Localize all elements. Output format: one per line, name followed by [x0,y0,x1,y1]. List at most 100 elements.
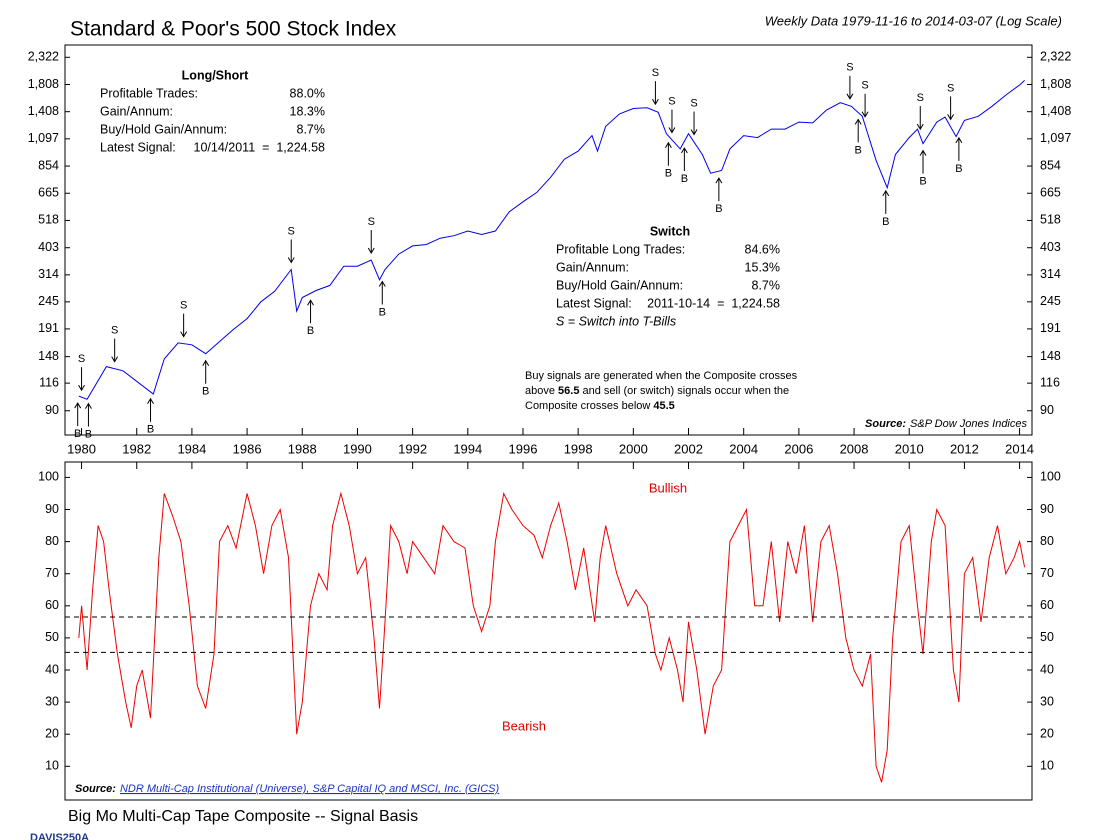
stats-label: Profitable Long Trades: [556,242,685,256]
note: Composite crosses below 45.5 [525,400,675,412]
y-tick-label: 60 [1040,598,1054,612]
y-tick-label: 403 [38,240,59,254]
signal-arrowhead [287,257,295,264]
x-tick-label: 1986 [233,441,262,456]
y-tick-label: 854 [38,158,59,172]
y-tick-label: 191 [38,321,59,335]
signal-label: B [882,216,889,228]
stats-label: Gain/Annum: [556,260,629,274]
y-tick-label: 70 [45,566,59,580]
signal-label: S [652,67,659,79]
stats-label: Buy/Hold Gain/Annum: [556,278,683,292]
stats-value: 10/14/2011 = 1,224.58 [194,140,326,154]
signal-label: S [111,325,118,337]
signal-arrowhead [307,299,314,306]
signal-label: S [861,80,868,92]
signal-arrowhead [180,331,188,338]
signal-arrowhead [916,123,924,131]
signal-arrowhead [846,93,854,100]
signal-arrowhead [651,98,659,106]
stats-value: 18.3% [290,104,325,118]
signal-arrowhead [919,149,927,156]
y-tick-label: 1,408 [28,104,59,118]
signal-label: B [202,386,209,398]
x-tick-label: 2006 [784,441,813,456]
signal-arrowhead [78,384,85,392]
source-label: Source: [865,418,906,430]
stats-note: S = Switch into T-Bills [556,314,676,328]
y-tick-label: 30 [45,694,59,708]
y-tick-label: 60 [45,598,59,612]
x-tick-label: 2002 [674,441,703,456]
y-tick-label: 80 [1040,534,1054,548]
source: Source: S&P Dow Jones Indices [865,418,1027,430]
y-tick-label: 1,097 [28,131,59,145]
data-line [78,80,1025,400]
stats-value: 8.7% [297,122,326,136]
y-tick-label: 116 [39,375,59,389]
y-tick-label: 30 [1040,694,1054,708]
y-tick-label: 80 [45,534,59,548]
y-tick-label: 70 [1040,566,1054,580]
note-text: above [525,385,558,397]
y-tick-label: 20 [45,726,59,740]
note-text: and sell (or switch) signals occur when … [579,385,789,397]
y-tick-label: 245 [38,294,59,308]
y-tick-label: 1,808 [1040,77,1071,91]
y-tick-label: 148 [38,349,59,363]
signal-arrowhead [690,129,698,136]
x-tick-label: 1990 [343,441,372,456]
signal-label: B [147,424,154,436]
y-tick-label: 314 [38,267,59,281]
note-threshold: 45.5 [653,400,674,412]
stats-label: Gain/Annum: [100,104,173,118]
y-tick-label: 1,808 [28,77,59,91]
y-tick-label: 1,408 [1040,104,1071,118]
signal-label: S [668,95,675,107]
signal-arrowhead [854,118,862,125]
signal-label: S [288,225,295,237]
stats-value: 8.7% [752,278,781,292]
signal-arrowhead [882,189,890,197]
signal-label: B [74,428,81,440]
signal-label: S [180,300,187,312]
chart-title: Standard & Poor's 500 Stock Index [70,18,397,41]
stats-value: 15.3% [745,260,780,274]
stats-label: Profitable Trades: [100,86,198,100]
signal-label: B [955,163,962,175]
note-threshold: 56.5 [558,385,579,397]
signal-label: S [78,353,85,365]
signal-label: B [85,429,92,441]
signal-label: S [846,62,853,74]
signal-label: B [715,203,722,215]
signal-arrowhead [111,356,119,363]
stats-title: Switch [650,224,690,238]
signal-arrowhead [74,402,82,409]
note-text: Composite crosses below [525,400,653,412]
y-tick-label: 50 [1040,630,1054,644]
stats-value: 2011-10-14 = 1,224.58 [647,296,780,310]
x-tick-label: 1992 [398,441,427,456]
bottom-frame [64,461,1033,801]
source: Source: NDR Multi-Cap Institutional (Univ… [75,783,500,795]
stats-label: Buy/Hold Gain/Annum: [100,122,227,136]
y-tick-label: 100 [38,470,59,484]
x-tick-label: 1980 [67,441,96,456]
annotation: Bullish [649,480,687,495]
y-tick-label: 116 [1040,375,1060,389]
signal-label: S [368,216,375,228]
signal-label: S [917,92,924,104]
signal-label: B [379,306,386,318]
y-tick-label: 665 [38,186,59,200]
signal-arrowhead [861,111,869,118]
x-tick-label: 2012 [950,441,979,456]
x-tick-label: 1996 [509,441,538,456]
source-label: Source: [75,783,116,795]
signal-arrowhead [680,147,688,154]
source-text: S&P Dow Jones Indices [910,418,1027,430]
y-tick-label: 90 [45,403,59,417]
signal-arrowhead [955,136,963,144]
signal-label: B [665,168,672,180]
x-tick-label: 1998 [564,441,593,456]
y-tick-label: 10 [45,759,59,773]
